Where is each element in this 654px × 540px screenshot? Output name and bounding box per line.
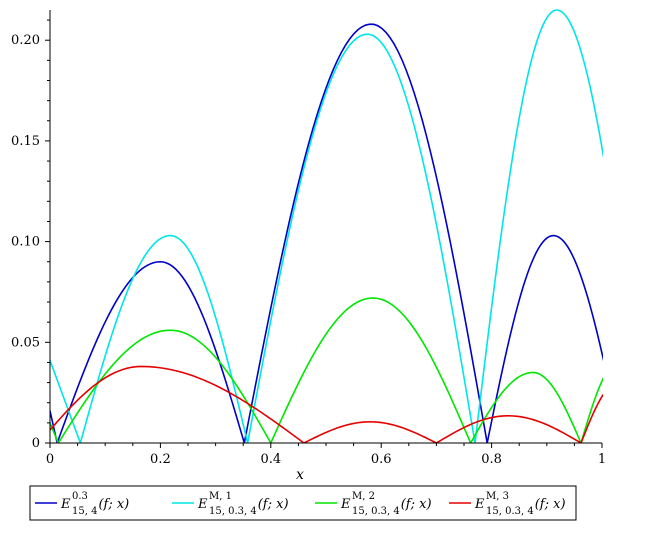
legend-sup-4: M, 3 (486, 491, 509, 502)
series-line-4 (50, 365, 603, 443)
series-layer (50, 9, 603, 443)
legend-label-3: E (340, 497, 351, 512)
legend-sub-2: 15, 0.3, 4 (209, 506, 257, 517)
legend: E0.315, 4 (f; x) EM, 115, 0.3, 4 (f; x) EM, … (29, 485, 577, 521)
legend-label-2: E (197, 497, 208, 512)
legend-args-2: (f; x) (258, 497, 289, 512)
y-tick-label: 0.10 (11, 235, 40, 250)
series-line-1 (50, 23, 603, 443)
series-line-3 (50, 297, 603, 443)
y-tick-label: 0.15 (11, 134, 40, 149)
series-line-2 (50, 9, 603, 443)
x-tick-label: 0.4 (260, 452, 281, 467)
legend-args-4: (f; x) (535, 497, 566, 512)
y-tick-label: 0.05 (11, 335, 40, 350)
legend-sup-1: 0.3 (72, 491, 88, 502)
y-tick-label: 0 (32, 436, 40, 451)
x-ticks: 0 0.2 0.4 0.6 0.8 1 (46, 443, 606, 467)
legend-args-1: (f; x) (98, 497, 129, 512)
legend-sub-4: 15, 0.3, 4 (486, 506, 534, 517)
legend-sup-3: M, 2 (352, 491, 375, 502)
axes (49, 10, 602, 444)
legend-args-3: (f; x) (401, 497, 432, 512)
x-tick-label: 0.8 (481, 452, 502, 467)
x-tick-label: 0.2 (150, 452, 171, 467)
y-tick-label: 0.20 (11, 33, 40, 48)
x-tick-label: 1 (598, 452, 606, 467)
legend-sub-1: 15, 4 (72, 506, 97, 517)
x-tick-label: 0 (46, 452, 54, 467)
legend-label-1: E (60, 497, 71, 512)
legend-label-4: E (474, 497, 485, 512)
legend-sup-2: M, 1 (209, 491, 232, 502)
x-tick-label: 0.6 (371, 452, 392, 467)
y-ticks: 0 0.05 0.10 0.15 0.20 (11, 19, 50, 451)
x-axis-title: x (296, 467, 304, 483)
legend-sub-3: 15, 0.3, 4 (352, 506, 400, 517)
legend-frame (29, 485, 577, 521)
